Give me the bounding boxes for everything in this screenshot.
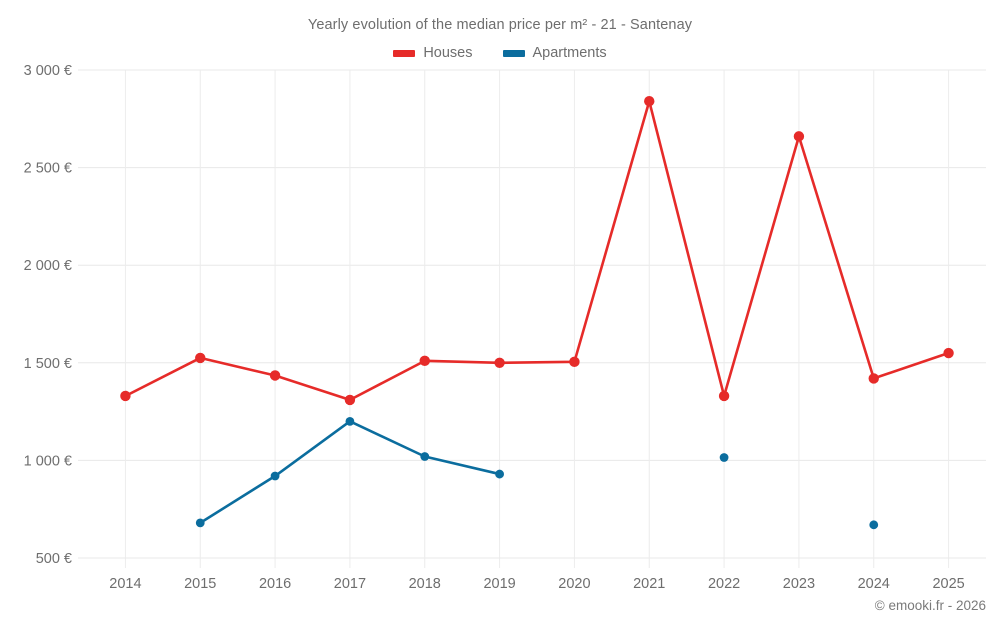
data-point-apartments-2015[interactable] <box>195 518 205 528</box>
x-axis-tick-label: 2021 <box>633 576 665 592</box>
x-axis-tick-label: 2015 <box>184 576 216 592</box>
y-axis: 500 € 1 000 € 1 500 € 2 000 € 2 500 € 3 000 € <box>24 63 72 567</box>
data-point-houses-2024[interactable] <box>868 373 879 384</box>
x-axis-tick-label: 2014 <box>109 576 141 592</box>
data-point-houses-2014[interactable] <box>120 390 131 402</box>
x-axis-tick-label: 2024 <box>858 576 890 592</box>
data-point-houses-2017[interactable] <box>344 394 356 406</box>
chart-legend: Houses Apartments <box>0 45 1000 61</box>
x-axis-tick-label: 2016 <box>259 576 291 592</box>
legend-label-apartments: Apartments <box>532 45 607 61</box>
legend-item-houses[interactable]: Houses <box>393 45 473 61</box>
data-point-houses-2019[interactable] <box>494 357 505 368</box>
grid-lines <box>78 69 986 568</box>
copyright-credit: © emooki.fr - 2026 <box>874 598 986 613</box>
data-point-apartments-2018[interactable] <box>420 452 430 461</box>
data-point-apartments-2022[interactable] <box>719 453 729 462</box>
chart-title: Yearly evolution of the median price per… <box>307 17 693 33</box>
x-axis-tick-label: 2019 <box>483 576 515 592</box>
y-axis-tick-label: 3 000 € <box>24 63 72 79</box>
legend-label-houses: Houses <box>423 45 473 61</box>
series-lines <box>124 99 950 525</box>
legend-swatch-houses <box>393 49 416 57</box>
legend-item-apartments[interactable]: Apartments <box>502 45 607 61</box>
series-line-houses <box>124 99 950 402</box>
data-point-houses-2015[interactable] <box>195 352 206 364</box>
data-point-houses-2016[interactable] <box>269 370 281 381</box>
data-point-houses-2020[interactable] <box>569 356 580 368</box>
y-axis-tick-label: 2 500 € <box>24 161 72 177</box>
data-point-apartments-2016[interactable] <box>270 471 280 481</box>
y-axis-tick-label: 1 000 € <box>24 453 72 469</box>
series-points <box>120 96 954 530</box>
legend-swatch-apartments <box>502 49 525 57</box>
x-axis-tick-label: 2025 <box>932 576 964 592</box>
data-point-houses-2018[interactable] <box>419 355 430 367</box>
data-point-apartments-2024[interactable] <box>869 520 879 530</box>
y-axis-tick-label: 500 € <box>36 551 72 567</box>
y-axis-tick-label: 2 000 € <box>24 258 72 274</box>
data-point-apartments-2019[interactable] <box>495 469 504 479</box>
data-point-houses-2022[interactable] <box>718 390 730 402</box>
x-axis-tick-label: 2023 <box>783 576 815 592</box>
data-point-houses-2023[interactable] <box>793 131 805 142</box>
x-axis-tick-label: 2022 <box>708 576 740 592</box>
data-point-apartments-2017[interactable] <box>345 416 355 426</box>
x-axis-tick-label: 2020 <box>558 576 590 592</box>
y-axis-tick-label: 1 500 € <box>24 356 72 372</box>
x-axis: 2014 2015 2016 2017 2018 2019 2020 2021 2022 2023… <box>109 576 964 592</box>
data-point-houses-2025[interactable] <box>943 347 954 359</box>
data-point-houses-2021[interactable] <box>644 96 655 107</box>
x-axis-tick-label: 2018 <box>409 576 441 592</box>
x-axis-tick-label: 2017 <box>334 576 366 592</box>
